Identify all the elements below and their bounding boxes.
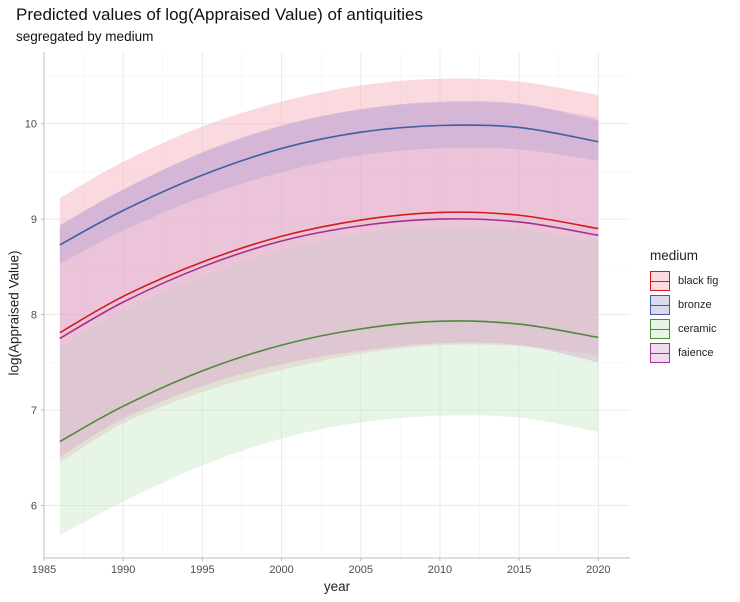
y-tick-label: 9	[31, 214, 37, 226]
x-tick-label: 2020	[586, 564, 610, 576]
legend-key-faience	[650, 343, 670, 363]
chart-subtitle: segregated by medium	[16, 29, 154, 44]
y-tick-label: 10	[25, 119, 37, 131]
y-axis-label: log(Appraised Value)	[6, 250, 22, 376]
legend-item-black-fig: black fig	[650, 269, 718, 293]
x-axis-label: year	[323, 579, 351, 594]
legend: medium black fig bronze ceramic faience	[650, 248, 718, 365]
x-tick-label: 2000	[269, 564, 293, 576]
legend-label-ceramic: ceramic	[678, 323, 717, 335]
x-tick-label: 2005	[349, 564, 373, 576]
ci-band-black-fig	[59, 78, 599, 463]
y-tick-label: 7	[31, 405, 37, 417]
legend-item-bronze: bronze	[650, 293, 718, 317]
legend-key-black-fig	[650, 271, 670, 291]
y-tick-label: 6	[31, 500, 37, 512]
series-line-faience	[59, 218, 599, 340]
series-line-bronze	[59, 124, 599, 246]
x-tick-label: 2015	[507, 564, 531, 576]
confidence-bands	[59, 78, 599, 536]
series-line-ceramic	[59, 320, 599, 443]
ci-band-faience	[59, 102, 599, 457]
x-tick-label: 2010	[428, 564, 452, 576]
y-tick-label: 8	[31, 310, 37, 322]
legend-key-ceramic	[650, 319, 670, 339]
ci-band-ceramic	[59, 226, 599, 536]
legend-label-bronze: bronze	[678, 299, 712, 311]
x-tick-label: 1990	[111, 564, 135, 576]
legend-label-faience: faience	[678, 347, 714, 359]
x-tick-label: 1985	[32, 564, 56, 576]
legend-item-ceramic: ceramic	[650, 317, 718, 341]
grid	[43, 52, 630, 558]
legend-title: medium	[650, 248, 699, 263]
ci-band-bronze	[59, 100, 599, 264]
series-lines	[59, 124, 599, 443]
chart-title: Predicted values of log(Appraised Value)…	[16, 5, 423, 24]
legend-item-faience: faience	[650, 341, 718, 365]
series-line-black-fig	[59, 211, 599, 334]
x-tick-label: 1995	[190, 564, 214, 576]
legend-key-bronze	[650, 295, 670, 315]
axes: 1985 1990 1995 2000 2005 2010 2015 2020 6 7 8 9 10	[25, 52, 630, 576]
legend-label-black-fig: black fig	[678, 275, 719, 287]
